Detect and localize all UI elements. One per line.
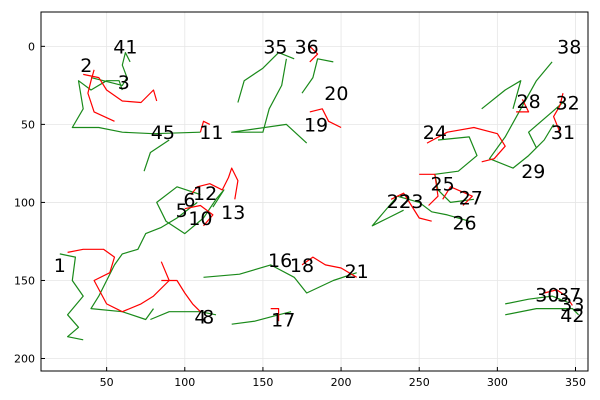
green-track [505, 308, 580, 316]
red-track [516, 99, 530, 113]
red-track [270, 308, 280, 322]
id-label: 30 [535, 285, 559, 307]
id-label: 41 [113, 36, 137, 58]
red-track [552, 93, 564, 133]
id-label: 45 [151, 122, 175, 144]
x-tick-label: 200 [331, 376, 352, 389]
red-track [442, 186, 473, 206]
id-label: 10 [188, 208, 212, 230]
green-tracks [59, 51, 580, 341]
red-track [309, 108, 342, 129]
red-track [544, 289, 573, 306]
green-track [59, 253, 84, 341]
id-label: 11 [199, 122, 223, 144]
id-label: 1 [54, 255, 66, 277]
green-track [237, 51, 295, 103]
id-label: 5 [176, 200, 188, 222]
id-label: 17 [271, 309, 295, 331]
id-label: 22 [387, 191, 411, 213]
green-track [90, 51, 131, 87]
id-label: 35 [263, 36, 287, 58]
green-track [527, 100, 565, 149]
x-tick-label: 250 [409, 376, 430, 389]
red-track [426, 126, 506, 163]
red-track [184, 204, 214, 227]
y-axis: 0 50 100 150 200 [14, 40, 45, 366]
green-track [203, 264, 357, 294]
id-label: 3 [118, 72, 130, 94]
id-label: 31 [551, 122, 575, 144]
id-label: 12 [193, 183, 217, 205]
green-track [156, 186, 225, 235]
y-tick-label: 50 [21, 118, 35, 131]
x-tick-label: 50 [100, 376, 114, 389]
green-track [301, 58, 334, 94]
id-labels: 1234568101112131617181920212223242526272… [54, 36, 585, 331]
y-tick-label: 0 [28, 40, 35, 53]
green-track [71, 80, 201, 135]
id-label: 36 [295, 36, 319, 58]
id-label: 8 [202, 306, 214, 328]
id-label: 2 [80, 55, 92, 77]
id-label: 25 [431, 174, 455, 196]
green-track [481, 80, 522, 110]
x-axis: 50 100 150 200 250 300 350 [100, 367, 586, 389]
grid [41, 12, 588, 371]
red-track [83, 73, 158, 104]
red-track [390, 192, 432, 222]
x-tick-label: 150 [252, 376, 273, 389]
green-track [231, 311, 292, 325]
id-label: 6 [183, 189, 195, 211]
green-track [371, 195, 470, 227]
red-track [87, 69, 115, 122]
id-label: 29 [521, 161, 545, 183]
red-track [309, 45, 319, 63]
id-label: 27 [459, 188, 483, 210]
red-track [419, 173, 439, 206]
red-tracks [67, 45, 573, 322]
green-track [90, 201, 198, 321]
id-label: 33 [560, 294, 584, 316]
x-tick-label: 100 [174, 376, 195, 389]
id-label: 26 [452, 213, 476, 235]
id-label: 19 [304, 114, 328, 136]
red-track [199, 120, 211, 133]
id-label: 24 [423, 122, 447, 144]
green-track [150, 311, 217, 321]
id-label: 13 [221, 202, 245, 224]
red-track [67, 248, 170, 313]
id-label: 21 [345, 261, 369, 283]
x-tick-label: 300 [487, 376, 508, 389]
id-label: 42 [560, 305, 584, 327]
red-track [301, 256, 358, 278]
id-label: 28 [517, 91, 541, 113]
red-track [161, 279, 201, 313]
id-label: 23 [399, 191, 423, 213]
id-label: 20 [324, 83, 348, 105]
plot-frame [40, 11, 589, 372]
red-track [190, 167, 239, 200]
id-label: 37 [557, 285, 581, 307]
id-label: 38 [557, 36, 581, 58]
y-tick-label: 150 [14, 274, 35, 287]
id-label: 18 [290, 255, 314, 277]
id-label: 32 [556, 93, 580, 115]
green-track [488, 61, 555, 169]
id-label: 16 [268, 250, 292, 272]
id-label: 4 [194, 306, 206, 328]
green-track [434, 136, 478, 203]
y-tick-label: 100 [14, 196, 35, 209]
x-tick-label: 350 [565, 376, 586, 389]
green-track [231, 58, 308, 144]
green-track [143, 139, 170, 172]
green-track [505, 295, 568, 305]
y-tick-label: 200 [14, 353, 35, 366]
